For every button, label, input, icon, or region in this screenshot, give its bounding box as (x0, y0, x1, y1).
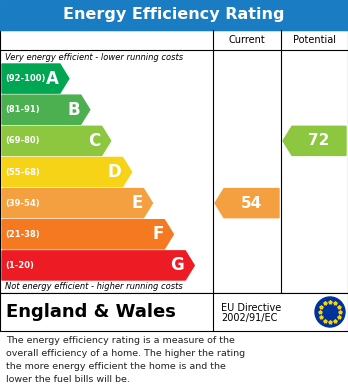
Bar (0, 30, 348, 293)
Text: Potential: Potential (293, 35, 336, 45)
Text: 2002/91/EC: 2002/91/EC (221, 313, 277, 323)
Polygon shape (2, 220, 173, 249)
Polygon shape (215, 188, 279, 218)
Text: (69-80): (69-80) (5, 136, 40, 145)
Text: 54: 54 (241, 196, 262, 211)
Text: Not energy efficient - higher running costs: Not energy efficient - higher running co… (5, 282, 183, 291)
Text: EU Directive: EU Directive (221, 303, 281, 313)
Text: (39-54): (39-54) (5, 199, 40, 208)
Polygon shape (2, 158, 132, 187)
Bar (0, 293, 348, 331)
Text: (81-91): (81-91) (5, 105, 40, 114)
Text: (55-68): (55-68) (5, 167, 40, 176)
Text: (1-20): (1-20) (5, 261, 34, 270)
Text: D: D (108, 163, 121, 181)
Polygon shape (2, 251, 194, 280)
Text: F: F (152, 225, 163, 243)
Polygon shape (2, 188, 152, 218)
Text: C: C (88, 132, 101, 150)
Text: G: G (171, 256, 184, 274)
Text: England & Wales: England & Wales (6, 303, 176, 321)
Text: E: E (131, 194, 142, 212)
Polygon shape (2, 64, 69, 93)
Text: Very energy efficient - lower running costs: Very energy efficient - lower running co… (5, 52, 183, 61)
Text: Energy Efficiency Rating: Energy Efficiency Rating (63, 7, 285, 23)
Text: B: B (67, 101, 80, 119)
Polygon shape (283, 126, 346, 156)
Circle shape (315, 297, 345, 327)
Text: (92-100): (92-100) (5, 74, 45, 83)
Text: A: A (46, 70, 59, 88)
Text: Current: Current (229, 35, 266, 45)
Polygon shape (2, 126, 111, 156)
Text: (21-38): (21-38) (5, 230, 40, 239)
Polygon shape (2, 95, 90, 124)
Bar (0, 0, 348, 30)
Text: The energy efficiency rating is a measure of the
overall efficiency of a home. T: The energy efficiency rating is a measur… (6, 336, 245, 384)
Text: 72: 72 (308, 133, 330, 148)
